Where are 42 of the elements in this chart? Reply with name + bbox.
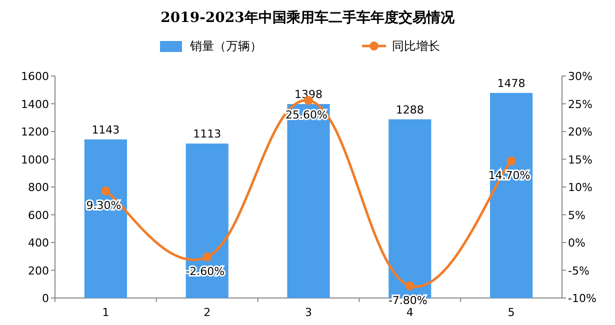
y2-tick-label: 20% (568, 126, 592, 138)
bar (287, 104, 330, 298)
y-tick-label: 800 (28, 181, 49, 194)
x-tick-label: 3 (305, 306, 312, 319)
y-tick-label: 1400 (21, 98, 49, 111)
x-tick-label: 4 (406, 306, 414, 319)
data-label: 1113 (193, 128, 222, 141)
y2-tick-label: 10% (568, 181, 592, 194)
legend-label: 销量（万辆） (189, 39, 262, 53)
y2-tick-label: 15% (568, 153, 592, 166)
y-tick-label: 200 (28, 264, 49, 278)
y2-tick-label: 0% (568, 236, 586, 250)
y2-tick-label: 30% (568, 70, 592, 83)
data-label: 1288 (396, 103, 424, 116)
bar (490, 92, 533, 298)
point (202, 252, 212, 262)
data-label: -7.80% (388, 294, 428, 307)
point (101, 186, 110, 196)
chart-title: 2019-2023年中国乘用车二手车年度交易情况 (160, 9, 456, 26)
data-label: 1143 (92, 123, 120, 136)
y-tick-label: 1200 (21, 126, 49, 138)
y-tick-label: 600 (28, 208, 49, 222)
data-label: 1398 (294, 88, 322, 102)
x-tick-label: 5 (508, 306, 515, 319)
data-label: 1478 (497, 76, 526, 90)
legend-label: 同比增长 (392, 39, 440, 53)
y2-tick-label: 25% (568, 98, 592, 111)
bar (186, 144, 228, 298)
data-label: 9.30% (86, 198, 122, 212)
y2-tick-label: -10% (568, 292, 596, 305)
x-tick-label: 2 (204, 306, 211, 319)
y2-tick-label: 5% (568, 208, 586, 222)
point (405, 281, 414, 290)
y-tick-label: 400 (28, 236, 49, 250)
bar (84, 139, 127, 298)
x-tick-label: 1 (102, 306, 110, 319)
point (506, 156, 516, 166)
y-tick-label: 1000 (21, 153, 49, 166)
y2-tick-label: -5% (568, 264, 590, 278)
data-label: -2.60% (186, 264, 225, 278)
y-tick-label: 1600 (21, 70, 49, 83)
y-tick-label: 0 (42, 292, 49, 305)
